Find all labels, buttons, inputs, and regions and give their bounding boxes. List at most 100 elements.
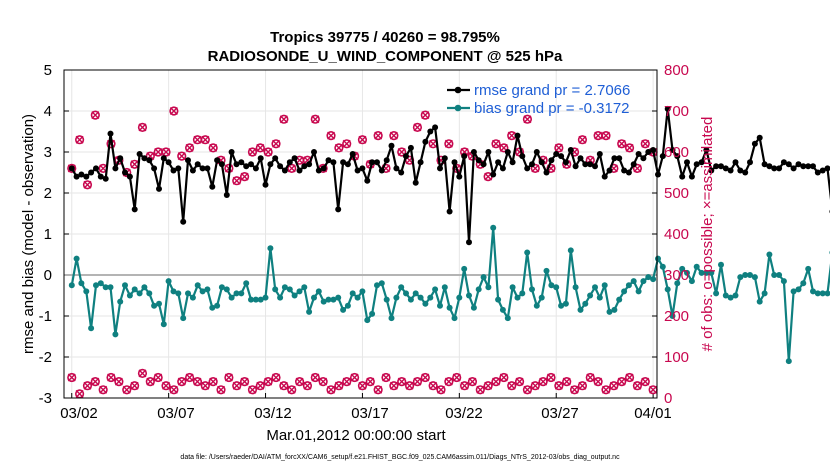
rmse-series-point [412, 179, 419, 186]
obs-low-assimilated-marker [342, 377, 351, 386]
bias-series-point [737, 274, 744, 281]
obs-low-assimilated-marker [217, 385, 226, 394]
rmse-series-point [267, 161, 274, 168]
obs-high-possible-marker [67, 163, 77, 173]
bias-series-point [761, 290, 768, 297]
rmse-series-point [640, 155, 647, 162]
bias-series-point [199, 288, 206, 295]
bias-series-point [417, 294, 424, 301]
obs-low-possible-marker [192, 377, 203, 387]
rmse-series-point [780, 159, 787, 166]
bias-series-point [674, 280, 681, 287]
obs-high-possible-marker [271, 139, 281, 149]
obs-low-assimilated-marker [601, 385, 610, 394]
obs-low-assimilated-marker [256, 381, 265, 390]
obs-low-assimilated-marker [633, 381, 642, 390]
legend: rmse grand pr = 2.7066 bias grand pr = -… [447, 82, 630, 117]
obs-high-assimilated-marker [578, 135, 587, 144]
obs-high-possible-marker [161, 147, 171, 157]
rmse-series-point [499, 165, 506, 172]
bias-series-point [306, 308, 313, 315]
rmse-series-point [761, 161, 768, 168]
obs-low-assimilated-marker [67, 373, 76, 382]
bias-series-point [330, 296, 337, 303]
rmse-series-point [529, 161, 535, 168]
obs-high-assimilated-marker [75, 135, 84, 144]
rmse-series-point [713, 163, 720, 170]
rmse-series-point [451, 159, 458, 166]
bias-series-point [461, 265, 468, 272]
bias-series-point [625, 282, 632, 289]
bias-series-point [698, 269, 705, 276]
obs-high-possible-marker [184, 143, 195, 153]
obs-high-assimilated-marker [162, 148, 171, 156]
chart-title-line1: Tropics 39775 / 40260 = 98.795% [270, 29, 500, 46]
obs-low-assimilated-marker [287, 385, 296, 394]
bias-series-point [495, 296, 502, 303]
rmse-series-point [562, 159, 569, 166]
bias-series-point [466, 292, 472, 299]
bias-series-point [524, 249, 531, 256]
obs-low-possible-marker [585, 372, 595, 383]
obs-high-possible-marker [232, 176, 242, 186]
y-tick-right: 800 [664, 62, 689, 79]
bias-series-point [93, 282, 99, 289]
rmse-series-point [485, 149, 492, 155]
bias-series-point [160, 321, 167, 328]
obs-low-possible-marker [349, 372, 360, 383]
obs-high-possible-marker [624, 143, 635, 153]
rmse-series-point [509, 159, 516, 166]
bias-series-point [470, 304, 477, 311]
obs-low-assimilated-marker [586, 373, 595, 382]
y-tick-left: 0 [44, 267, 52, 284]
obs-low-assimilated-marker [554, 381, 563, 390]
obs-low-possible-marker [279, 381, 289, 391]
bias-series-point [616, 296, 623, 303]
obs-low-assimilated-marker [122, 385, 131, 394]
bias-series-point [490, 224, 497, 231]
obs-low-assimilated-marker [562, 377, 571, 386]
obs-high-assimilated-marker [91, 111, 100, 120]
bias-series-point [320, 298, 327, 305]
bias-series-point [790, 288, 797, 295]
rmse-series-point [650, 147, 657, 153]
rmse-series-point [655, 171, 661, 178]
bias-series-point [747, 272, 753, 278]
obs-low-possible-marker [263, 377, 273, 387]
bias-series-point [621, 288, 628, 295]
obs-high-assimilated-marker [327, 131, 336, 140]
obs-high-assimilated-marker [311, 115, 320, 124]
bias-series-point [364, 317, 371, 324]
rmse-series-point [83, 173, 90, 180]
obs-low-possible-marker [444, 377, 454, 387]
obs-low-possible-marker [381, 372, 391, 383]
rmse-series-point [785, 161, 792, 168]
rmse-series-point [180, 218, 187, 225]
right-axis-ticks: 0 100 200 300 400 500 600 700 800 [664, 62, 689, 407]
rmse-series-point [490, 171, 497, 178]
bias-series-point [630, 278, 637, 285]
rmse-series-point [320, 165, 327, 172]
bias-series-point [243, 280, 250, 287]
bias-series-point [73, 255, 80, 262]
obs-low-assimilated-marker [594, 377, 603, 386]
bias-series-point [504, 315, 511, 322]
obs-low-possible-marker [161, 381, 171, 391]
bias-series-point [684, 269, 690, 276]
rmse-series-point [543, 169, 550, 176]
obs-low-assimilated-marker [264, 377, 273, 386]
obs-high-assimilated-marker [429, 139, 438, 148]
obs-low-assimilated-marker [201, 381, 210, 390]
obs-high-assimilated-marker [444, 139, 453, 148]
rmse-series-point [422, 138, 429, 145]
obs-low-assimilated-marker [209, 377, 218, 386]
obs-low-possible-marker [530, 381, 540, 391]
bias-series-point [422, 300, 429, 307]
y-tick-left: -1 [39, 308, 52, 325]
bias-series-point [785, 358, 792, 365]
plot-area [63, 69, 830, 399]
obs-low-assimilated-marker [625, 373, 634, 382]
obs-low-assimilated-marker [405, 381, 414, 390]
rmse-series-point [281, 167, 288, 174]
rmse-series-point [771, 165, 778, 172]
